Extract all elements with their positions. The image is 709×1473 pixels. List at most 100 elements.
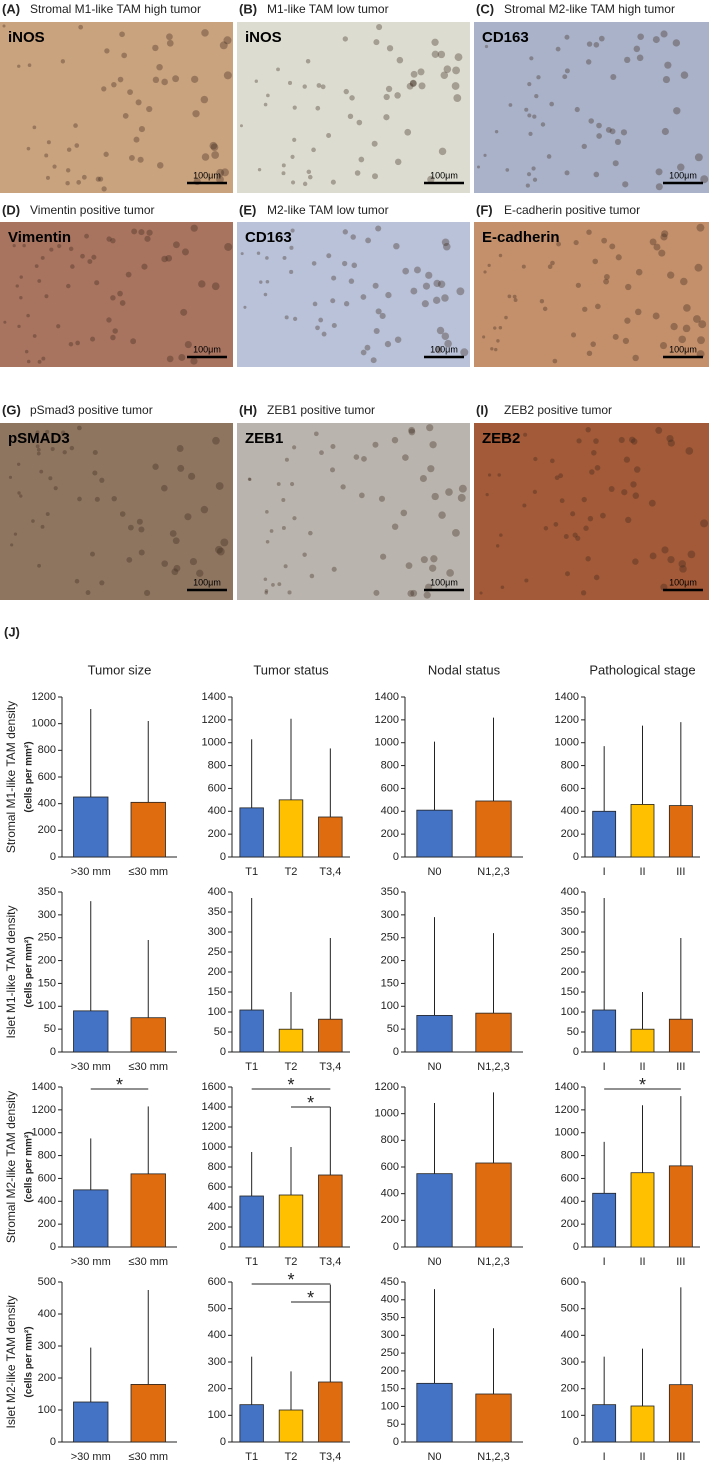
x-tick-label: T2 xyxy=(285,1256,298,1268)
cell xyxy=(365,237,372,244)
cell xyxy=(576,438,582,444)
cell xyxy=(45,429,50,434)
cell xyxy=(394,92,401,99)
cell xyxy=(265,510,269,514)
cell xyxy=(687,550,696,559)
cell xyxy=(173,564,181,572)
cell xyxy=(331,322,337,329)
x-tick-label: II xyxy=(639,1256,645,1268)
cell xyxy=(370,357,377,364)
micrograph xyxy=(0,423,233,600)
cell xyxy=(263,577,268,581)
y-tick-label: 1400 xyxy=(32,1081,56,1093)
cell xyxy=(581,143,587,150)
y-tick-label: 400 xyxy=(561,1329,579,1341)
y-tick-label: 100 xyxy=(381,1400,399,1412)
cell xyxy=(44,294,49,299)
cell xyxy=(595,303,601,310)
cell xyxy=(106,317,112,323)
y-tick-label: 600 xyxy=(208,782,226,794)
cell xyxy=(40,255,45,260)
cell xyxy=(201,29,209,37)
y-tick-label: 1200 xyxy=(375,714,399,726)
cell xyxy=(331,275,337,281)
y-tick-label: 1200 xyxy=(32,1104,56,1116)
cell xyxy=(694,153,703,162)
cell xyxy=(181,248,189,256)
cell xyxy=(70,264,75,269)
cell xyxy=(99,477,105,483)
bar xyxy=(475,1393,512,1443)
cell xyxy=(209,141,218,150)
cell xyxy=(281,525,286,530)
cell xyxy=(575,282,581,288)
cell xyxy=(431,50,439,58)
cell xyxy=(37,563,41,568)
bar xyxy=(630,1028,655,1053)
y-tick-label: 350 xyxy=(561,906,579,918)
cell xyxy=(629,436,636,443)
cell xyxy=(394,158,402,166)
significance-label: * xyxy=(287,1270,294,1290)
cell xyxy=(679,565,687,573)
cell xyxy=(423,591,431,599)
cell xyxy=(26,146,31,151)
cell xyxy=(373,39,380,46)
panel-title: pSmad3 positive tumor xyxy=(30,403,153,417)
cell xyxy=(49,247,54,252)
cell xyxy=(436,326,445,335)
cell xyxy=(56,324,61,329)
cell xyxy=(224,242,233,251)
cell xyxy=(309,573,315,579)
cell xyxy=(8,475,13,479)
cell xyxy=(36,447,41,452)
cell xyxy=(271,583,275,587)
cell xyxy=(524,107,529,112)
y-tick-label: 1200 xyxy=(555,714,579,726)
y-tick-label: 50 xyxy=(567,1026,579,1038)
cell xyxy=(35,444,40,449)
cell xyxy=(326,253,332,259)
cell xyxy=(85,590,91,596)
cell xyxy=(443,65,452,73)
cell xyxy=(680,71,689,79)
cell xyxy=(17,491,21,495)
cell xyxy=(682,324,691,333)
cell xyxy=(564,68,570,74)
y-tick-label: 1200 xyxy=(202,714,226,726)
cell xyxy=(550,458,555,464)
cell xyxy=(319,450,324,456)
cell xyxy=(313,431,319,437)
cell xyxy=(505,168,510,172)
cell xyxy=(34,34,39,39)
cell xyxy=(623,456,631,463)
cell xyxy=(3,320,7,324)
cell xyxy=(68,246,74,252)
y-tick-label: 100 xyxy=(208,1006,226,1018)
row-unit: (cells per mm²) xyxy=(24,1131,35,1202)
cell xyxy=(45,175,50,180)
x-tick-label: N1,2,3 xyxy=(477,1061,509,1073)
cell xyxy=(375,308,382,315)
cell xyxy=(157,162,164,169)
y-tick-label: 100 xyxy=(208,1409,226,1421)
cell xyxy=(94,280,100,286)
bar xyxy=(130,1017,166,1053)
cell xyxy=(485,493,489,497)
row-unit: (cells per mm²) xyxy=(24,741,35,812)
cell xyxy=(354,170,361,176)
cell xyxy=(525,183,530,188)
cell xyxy=(582,306,588,312)
cell xyxy=(693,315,701,323)
cell xyxy=(12,244,16,248)
significance-label: * xyxy=(639,1075,646,1095)
cell xyxy=(81,174,87,180)
cell xyxy=(533,456,538,462)
bar xyxy=(416,809,453,858)
y-tick-label: 1200 xyxy=(555,1104,579,1116)
cell xyxy=(427,175,435,184)
cell xyxy=(586,229,592,235)
panel-letter: (C) xyxy=(476,1,494,16)
cell xyxy=(590,341,596,347)
cell xyxy=(580,590,587,596)
